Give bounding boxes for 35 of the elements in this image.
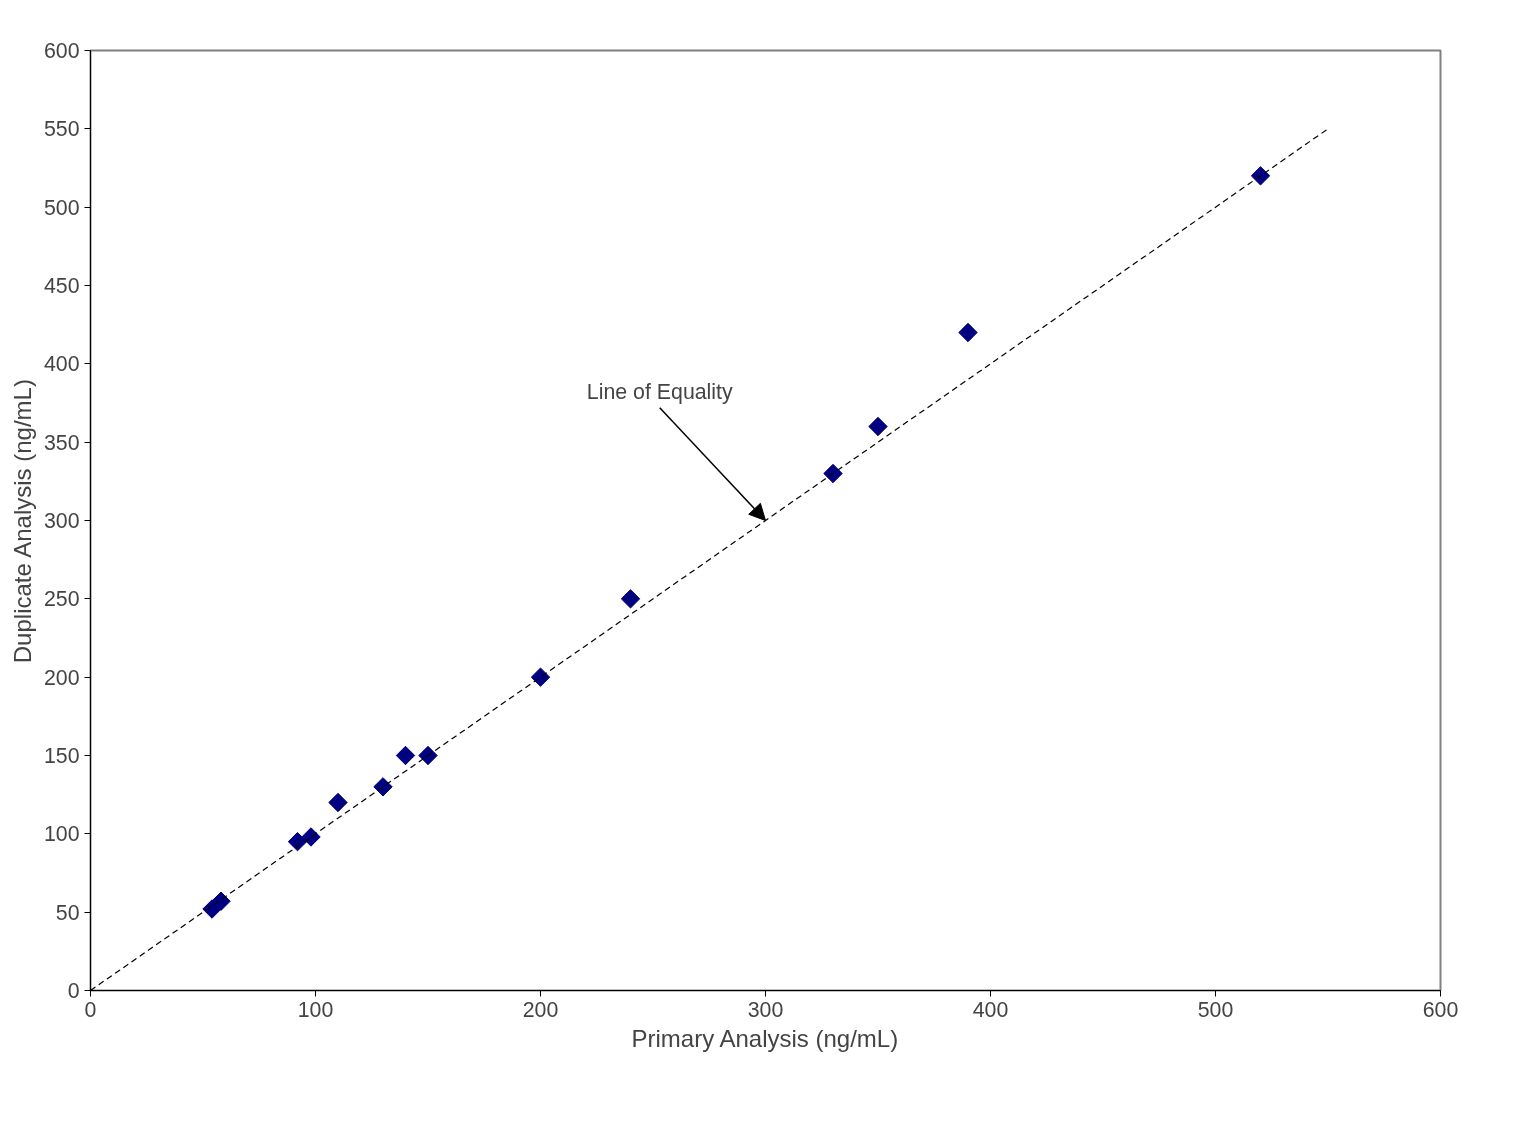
y-tick-label: 200 xyxy=(43,665,80,690)
point xyxy=(823,463,843,484)
x-tick-label: 0 xyxy=(84,997,97,1022)
point xyxy=(418,745,438,766)
y-tick-label: 550 xyxy=(43,117,80,142)
annotation: Line of Equality xyxy=(586,379,734,404)
y-tick-label: 400 xyxy=(43,352,80,377)
y-tick-label: 300 xyxy=(43,509,80,533)
y-tick-label: 100 xyxy=(43,822,80,847)
y-tick-label: 0 xyxy=(67,979,80,1003)
x-axis-title: Primary Analysis (ng/mL) xyxy=(631,1024,899,1052)
y-tick-label: 600 xyxy=(43,39,80,63)
point xyxy=(301,827,321,847)
x-tick-label: 300 xyxy=(747,997,784,1022)
y-tick-label: 350 xyxy=(43,430,80,455)
point xyxy=(620,589,641,609)
y-tick-label: 150 xyxy=(43,744,80,768)
x-tick-label: 600 xyxy=(1422,997,1459,1022)
y-tick-label: 450 xyxy=(43,274,80,298)
point xyxy=(958,322,978,343)
x-tick-label: 100 xyxy=(297,997,334,1022)
x-tick-label: 200 xyxy=(522,997,559,1022)
y-tick-label: 250 xyxy=(43,587,80,612)
point xyxy=(395,745,416,766)
point xyxy=(328,792,348,813)
x-tick-label: 500 xyxy=(1197,997,1234,1022)
y-axis-title: Duplicate Analysis (ng/mL) xyxy=(8,379,36,664)
point xyxy=(373,777,393,797)
y-tick-label: 500 xyxy=(43,195,80,220)
point xyxy=(1250,166,1271,186)
point xyxy=(211,891,231,911)
point xyxy=(530,667,551,687)
y-tick-label: 50 xyxy=(55,900,80,925)
x-tick-label: 400 xyxy=(972,997,1009,1022)
point xyxy=(868,416,888,437)
